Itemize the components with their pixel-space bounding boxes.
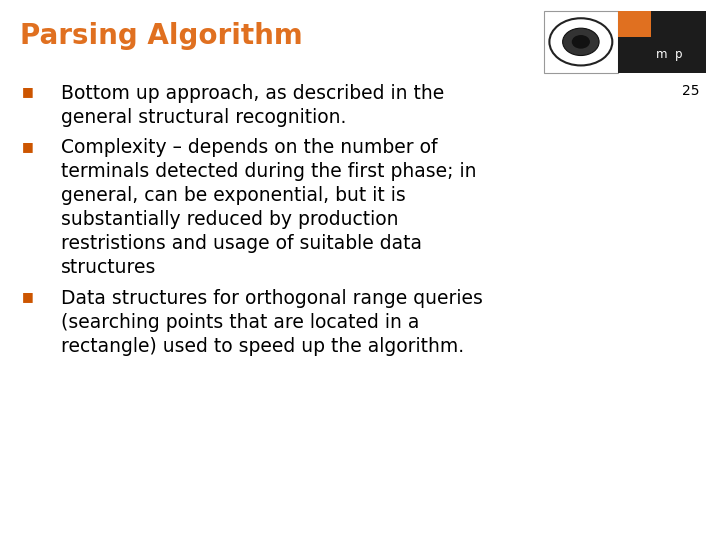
Text: 25: 25: [683, 84, 700, 98]
Text: general, can be exponential, but it is: general, can be exponential, but it is: [61, 186, 406, 205]
Text: terminals detected during the first phase; in: terminals detected during the first phas…: [61, 162, 477, 181]
Text: ■: ■: [22, 85, 33, 98]
Text: restristions and usage of suitable data: restristions and usage of suitable data: [61, 234, 422, 253]
Text: m  p: m p: [656, 48, 682, 61]
FancyBboxPatch shape: [618, 11, 652, 37]
Text: ■: ■: [22, 291, 33, 303]
Text: rectangle) used to speed up the algorithm.: rectangle) used to speed up the algorith…: [61, 337, 464, 356]
Text: general structural recognition.: general structural recognition.: [61, 108, 346, 127]
Text: Complexity – depends on the number of: Complexity – depends on the number of: [61, 138, 438, 157]
Text: structures: structures: [61, 258, 156, 278]
FancyBboxPatch shape: [618, 11, 706, 73]
Circle shape: [562, 28, 599, 56]
Text: substantially reduced by production: substantially reduced by production: [61, 210, 399, 230]
Text: Bottom up approach, as described in the: Bottom up approach, as described in the: [61, 84, 444, 103]
Text: Parsing Algorithm: Parsing Algorithm: [20, 22, 303, 50]
Text: Data structures for orthogonal range queries: Data structures for orthogonal range que…: [61, 289, 483, 308]
Circle shape: [572, 35, 590, 49]
Text: ■: ■: [22, 140, 33, 153]
Text: (searching points that are located in a: (searching points that are located in a: [61, 313, 420, 332]
FancyBboxPatch shape: [544, 11, 618, 73]
